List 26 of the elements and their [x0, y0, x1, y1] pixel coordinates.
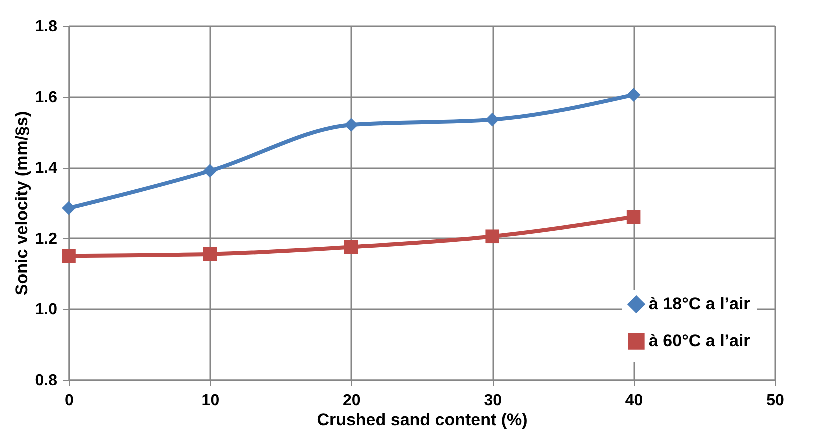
x-tick-label: 30 — [484, 392, 502, 410]
x-tick-label: 10 — [202, 392, 220, 410]
point — [344, 240, 358, 254]
point — [62, 201, 76, 216]
x-tick-label: 50 — [766, 392, 784, 410]
legend-label: à 18°C a l’air — [649, 294, 751, 314]
point — [626, 210, 641, 224]
point — [203, 164, 218, 178]
y-axis-title: Sonic velocity (mm/§s) — [12, 111, 32, 296]
y-tick-label: 1.6 — [35, 89, 58, 106]
point — [62, 249, 76, 263]
point — [486, 230, 500, 244]
point — [203, 247, 218, 262]
y-tick-label: 1.2 — [35, 230, 58, 248]
y-tick-label: 1.8 — [35, 18, 58, 36]
point — [486, 112, 500, 127]
x-tick-label: 40 — [625, 392, 644, 410]
x-axis-title: Crushed sand content (%) — [317, 410, 528, 430]
point — [626, 88, 641, 102]
y-tick-label: 0.8 — [35, 372, 58, 390]
y-tick-label: 1.4 — [35, 160, 58, 178]
y-tick-label: 1.0 — [35, 302, 58, 319]
x-tick-label: 20 — [343, 392, 361, 410]
x-tick-label: 0 — [65, 392, 74, 410]
point — [344, 118, 358, 132]
legend-label: à 60°C a l’air — [649, 332, 751, 350]
